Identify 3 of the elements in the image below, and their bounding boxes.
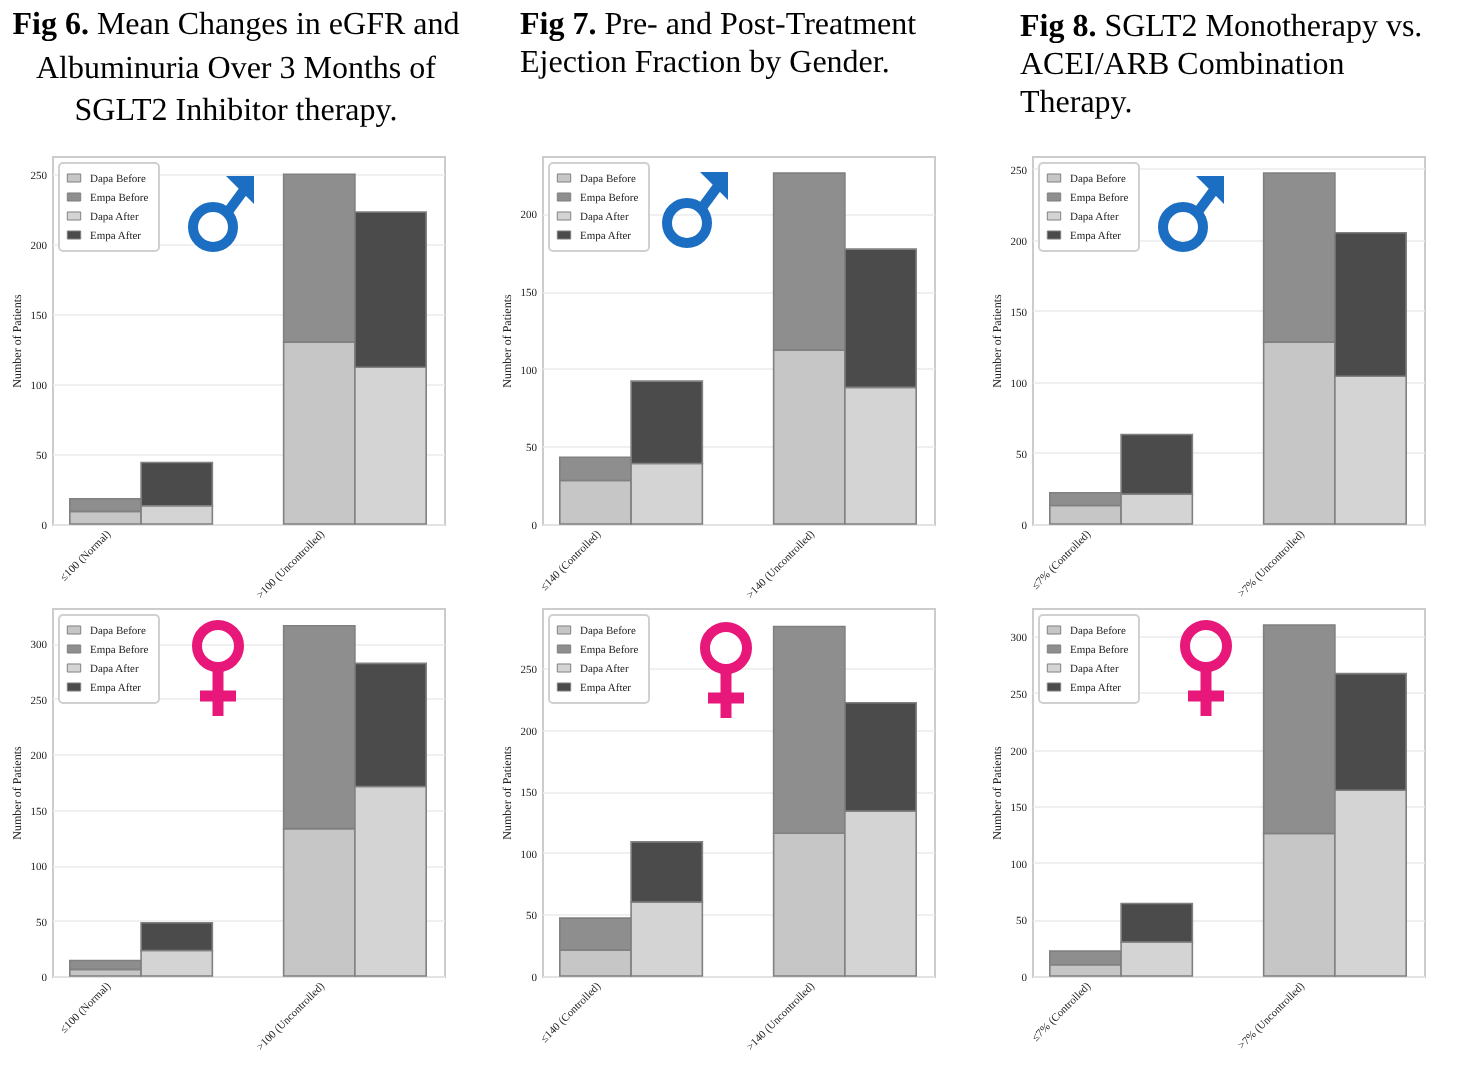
chart-title: Fig 8. SGLT2 Monotherapy vs. ACEI/ARB Combination Therapy. — [1020, 10, 1423, 120]
chart-title: Fig 7. Pre- and Post-Treatment Ejection Fraction by Gender. — [520, 8, 917, 79]
chart-title: Fig 6. Mean Changes in eGFR and Albuminuria Over 3 Months of SGLT2 Inhibitor therapy. — [12, 8, 460, 128]
